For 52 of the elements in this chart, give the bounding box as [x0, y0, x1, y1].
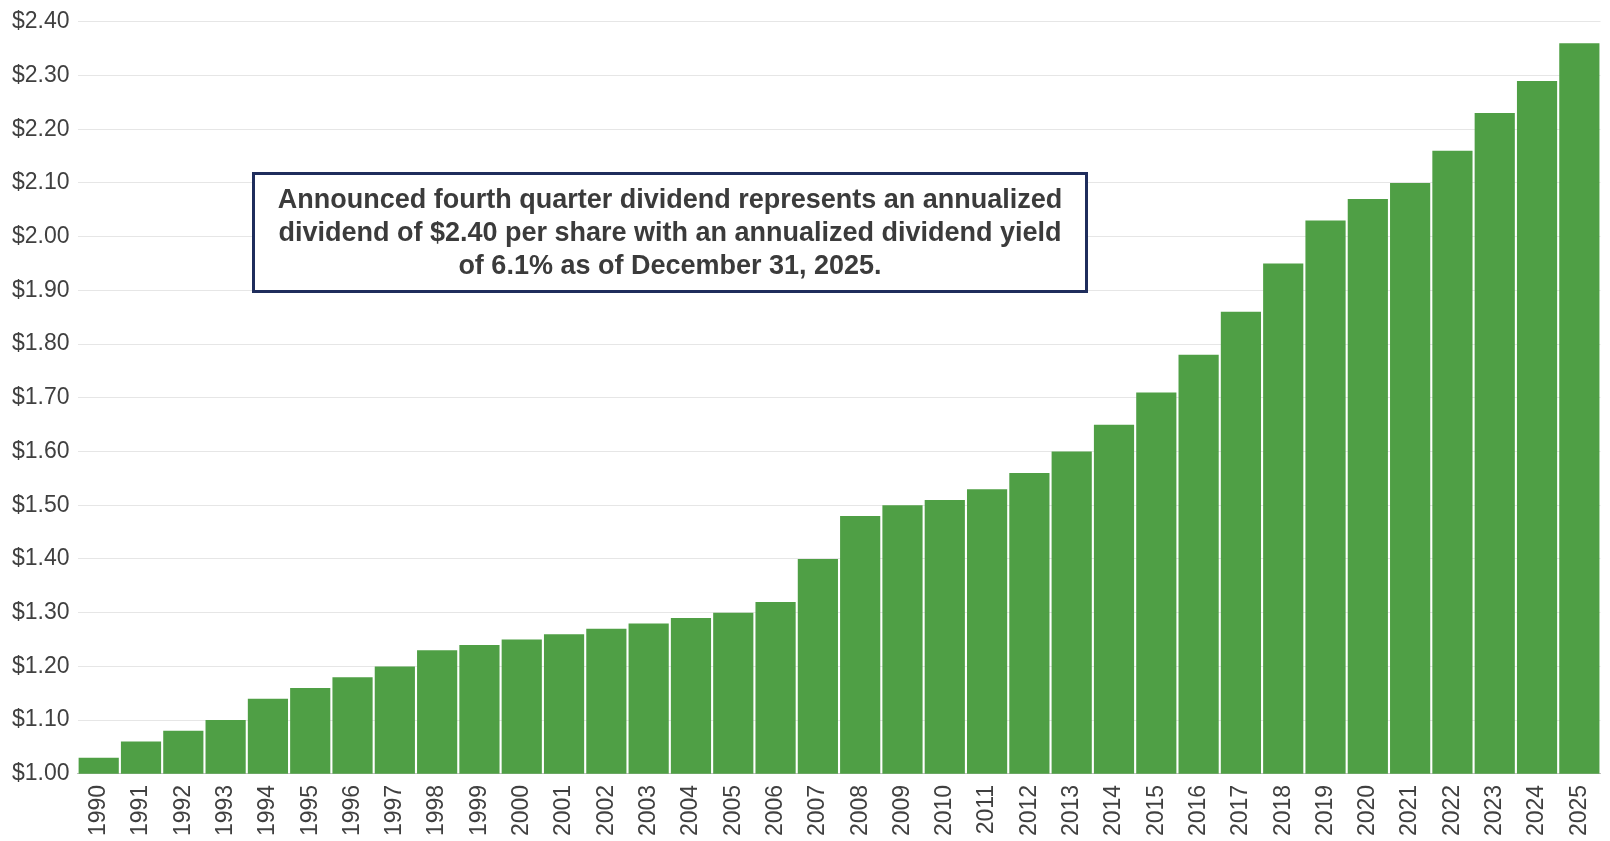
x-tick-label: 2008	[845, 784, 872, 837]
y-tick-label: $2.10	[11, 168, 70, 195]
x-tick-label: 2015	[1141, 784, 1168, 837]
y-tick-label: $1.40	[11, 544, 70, 571]
x-tick-label: 1998	[422, 784, 449, 837]
y-tick-label: $2.20	[11, 114, 70, 141]
y-tick-label: $1.70	[11, 383, 70, 410]
x-tick-label: 2002	[591, 784, 618, 837]
x-tick-label: 1993	[210, 784, 237, 837]
y-tick-label: $1.80	[11, 329, 70, 356]
x-tick-label: 2017	[1226, 784, 1253, 837]
x-tick-label: 1999	[464, 784, 491, 837]
x-tick-label: 2005	[718, 784, 745, 837]
x-tick-label: 2019	[1310, 784, 1337, 837]
y-tick-label: $1.30	[11, 598, 70, 625]
x-tick-label: 2014	[1099, 784, 1126, 837]
x-tick-label: 2000	[507, 784, 534, 837]
x-tick-label: 2012	[1014, 784, 1041, 837]
x-tick-label: 2023	[1480, 784, 1507, 837]
x-tick-label: 2018	[1268, 784, 1295, 837]
x-tick-label: 2001	[549, 784, 576, 837]
x-tick-label: 2006	[760, 784, 787, 837]
y-tick-label: $1.50	[11, 490, 70, 517]
x-tick-label: 2013	[1057, 784, 1084, 837]
y-tick-label: $1.00	[11, 759, 70, 786]
x-tick-label: 1997	[380, 784, 407, 837]
y-tick-label: $1.90	[11, 275, 70, 302]
x-tick-label: 2009	[887, 784, 914, 837]
y-tick-label: $1.10	[11, 705, 70, 732]
annotation: Announced fourth quarter dividend represents an annualized dividend of $2.40 per share with an annualized dividend yield of 6.1% as of December 31, 2025.	[252, 172, 1088, 293]
y-tick-label: $2.00	[11, 222, 70, 249]
x-tick-label: 2016	[1183, 784, 1210, 837]
x-tick-label: 1996	[337, 784, 364, 837]
x-tick-label: 2021	[1395, 784, 1422, 837]
x-tick-label: 2020	[1353, 784, 1380, 837]
x-tick-label: 1990	[84, 784, 111, 837]
x-tick-label: 1994	[253, 784, 280, 837]
y-tick-label: $1.60	[11, 436, 70, 463]
x-tick-label: 1992	[168, 784, 195, 837]
y-tick-label: $1.20	[11, 651, 70, 678]
x-tick-label: 2003	[634, 784, 660, 837]
x-tick-label: 2007	[803, 784, 830, 837]
x-tick-label: 2022	[1437, 784, 1464, 837]
y-tick-label: $2.40	[11, 7, 70, 34]
x-tick-label: 2004	[676, 784, 703, 837]
x-tick-label: 1991	[126, 784, 153, 837]
x-tick-label: 2025	[1564, 784, 1591, 837]
x-tick-label: 1995	[295, 784, 322, 837]
x-tick-label: 2010	[930, 784, 957, 837]
y-tick-label: $2.30	[11, 60, 70, 87]
x-tick-label: 2024	[1522, 784, 1549, 837]
x-tick-label: 2011	[972, 784, 999, 835]
